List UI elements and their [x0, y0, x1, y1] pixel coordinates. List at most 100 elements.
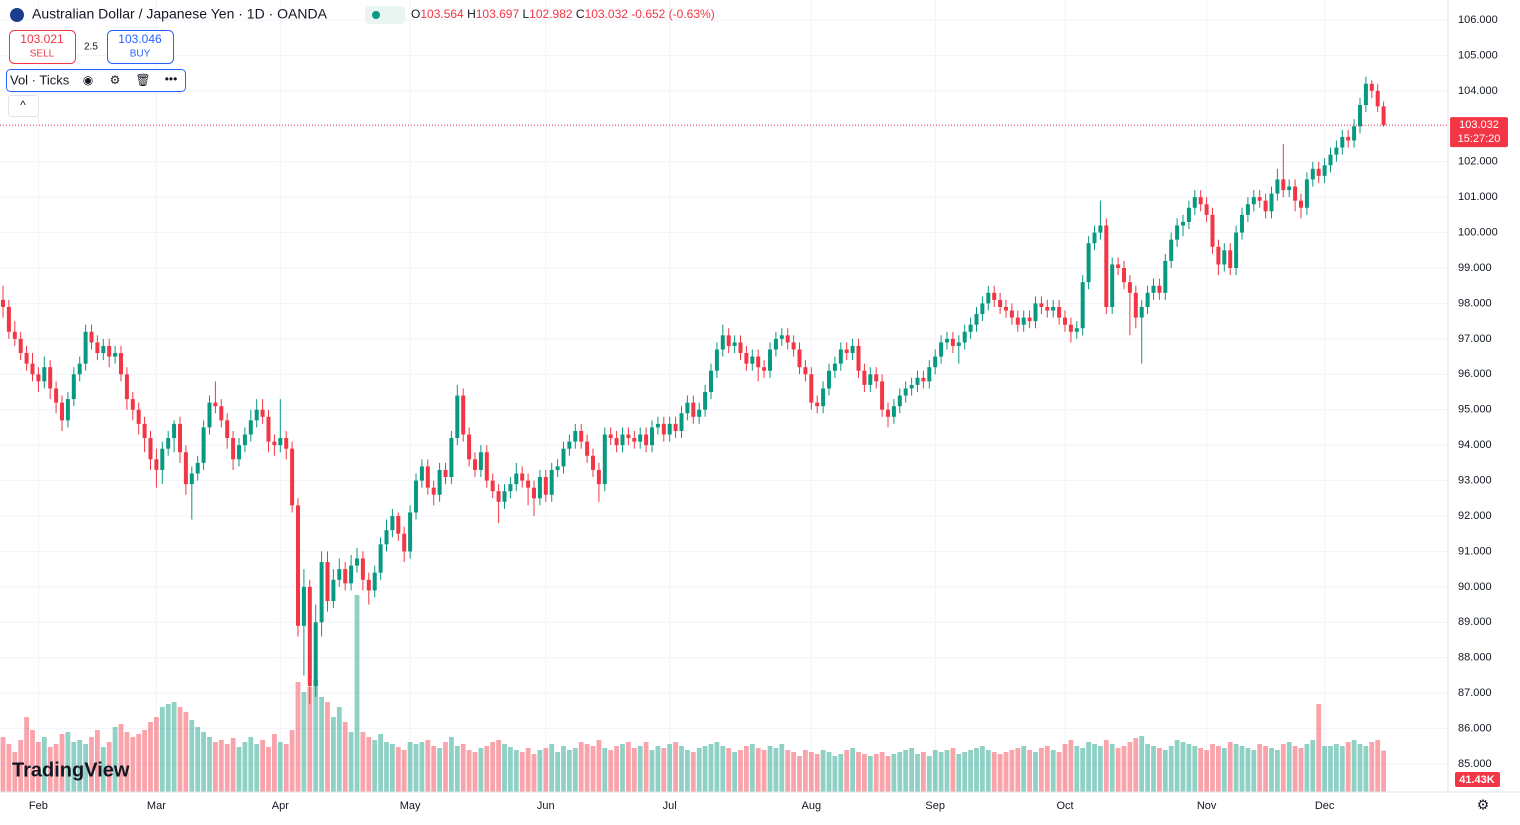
candle-body [620, 434, 625, 446]
candle-body [644, 434, 649, 446]
volume-bar [437, 748, 442, 792]
candle-body [838, 349, 843, 364]
volume-bar [537, 750, 543, 792]
buy-button[interactable] [107, 30, 174, 64]
volume-bar [696, 748, 702, 792]
candle-body [596, 469, 601, 485]
candle-body [260, 409, 265, 417]
volume-bar [12, 752, 18, 792]
candle-body [12, 331, 17, 339]
volume-bar [0, 737, 6, 792]
volume-bar [938, 752, 944, 792]
candle-body [1192, 197, 1197, 208]
volume-bar [856, 752, 861, 792]
volume-bar [1133, 738, 1139, 792]
volume-bar [1328, 746, 1333, 792]
y-tick-label: 99.000 [1458, 262, 1492, 274]
volume-bar [354, 595, 360, 792]
volume-bar [201, 732, 206, 792]
candle-body [591, 455, 595, 470]
candle-body [89, 331, 94, 343]
volume-bar [555, 752, 560, 792]
symbol-title: Australian Dollar / Japanese Yen · 1D · … [32, 6, 328, 22]
candle-body [1122, 268, 1126, 283]
volume-bar [41, 737, 47, 792]
volume-bar [915, 754, 920, 792]
candle-body [726, 335, 731, 346]
volume-bar [755, 748, 761, 792]
eye-icon[interactable]: ◉ [83, 73, 93, 87]
settings-icon[interactable]: ⚙ [110, 73, 121, 87]
candle-body [968, 324, 973, 332]
indicator-legend[interactable] [6, 69, 186, 92]
volume-bar [1245, 748, 1251, 792]
volume-bar [130, 737, 136, 792]
delete-icon[interactable]: 🗑 [135, 73, 150, 87]
sell-label: SELL [30, 49, 55, 60]
sell-button[interactable] [9, 30, 76, 64]
volume-bar [867, 756, 873, 792]
volume-bar [248, 737, 254, 792]
volume-bar [985, 750, 991, 792]
last-price-box [1450, 117, 1508, 148]
volume-bar [1121, 746, 1127, 792]
candle-body [1104, 225, 1109, 307]
volume-bar [968, 750, 973, 792]
more-icon[interactable]: ••• [165, 72, 178, 86]
candle-body [1004, 306, 1008, 311]
candle-body [998, 299, 1003, 307]
candle-body [797, 349, 802, 368]
candle-body [349, 565, 354, 584]
volume-bar [826, 752, 832, 792]
candle-body [1021, 317, 1026, 325]
volume-bar [1068, 740, 1074, 792]
volume-bar [1322, 746, 1327, 792]
volume-bar [903, 750, 909, 792]
candle-body [1204, 204, 1209, 215]
y-tick-label: 88.000 [1458, 652, 1492, 664]
volume-bar [319, 697, 324, 792]
volume-bar [1369, 742, 1375, 792]
candle-body [915, 377, 920, 385]
candle-body [709, 370, 713, 392]
sell-price: 103.021 [20, 32, 64, 46]
candle-body [1299, 200, 1303, 208]
volume-bar [478, 748, 484, 792]
candle-body [962, 331, 967, 343]
candle-body [307, 586, 312, 687]
volume-bar [708, 744, 714, 792]
candle-body [844, 349, 849, 354]
candle-body [632, 438, 637, 442]
volume-bar [307, 687, 313, 792]
candle-body [756, 356, 761, 368]
x-tick-label: Jun [537, 800, 555, 812]
candle-body [60, 402, 64, 421]
candle-body [355, 558, 359, 566]
volume-bar [962, 752, 968, 792]
volume-bar [236, 747, 242, 792]
x-tick-label: Oct [1056, 800, 1073, 812]
volume-bar [1310, 740, 1316, 792]
candle-body [891, 406, 896, 417]
volume-bar [1316, 704, 1322, 792]
volume-bar [425, 740, 431, 792]
volume-bar [313, 680, 319, 792]
volume-bar [348, 732, 354, 792]
settings-icon[interactable]: ⚙ [1477, 797, 1490, 813]
candle-body [520, 473, 525, 481]
candle-body [325, 562, 330, 602]
volume-bar [655, 746, 661, 792]
candle-body [1080, 282, 1085, 329]
candle-body [455, 395, 460, 439]
candle-body [1381, 106, 1386, 126]
volume-bar [1062, 744, 1068, 792]
candle-body [425, 466, 430, 488]
market-status[interactable] [365, 6, 405, 24]
candle-body [124, 374, 129, 400]
candle-body [195, 462, 200, 474]
volume-bar [183, 712, 189, 792]
volume-bar [165, 704, 171, 792]
candle-body [1057, 306, 1062, 318]
candle-body [148, 438, 153, 460]
collapse-button[interactable] [8, 95, 39, 117]
